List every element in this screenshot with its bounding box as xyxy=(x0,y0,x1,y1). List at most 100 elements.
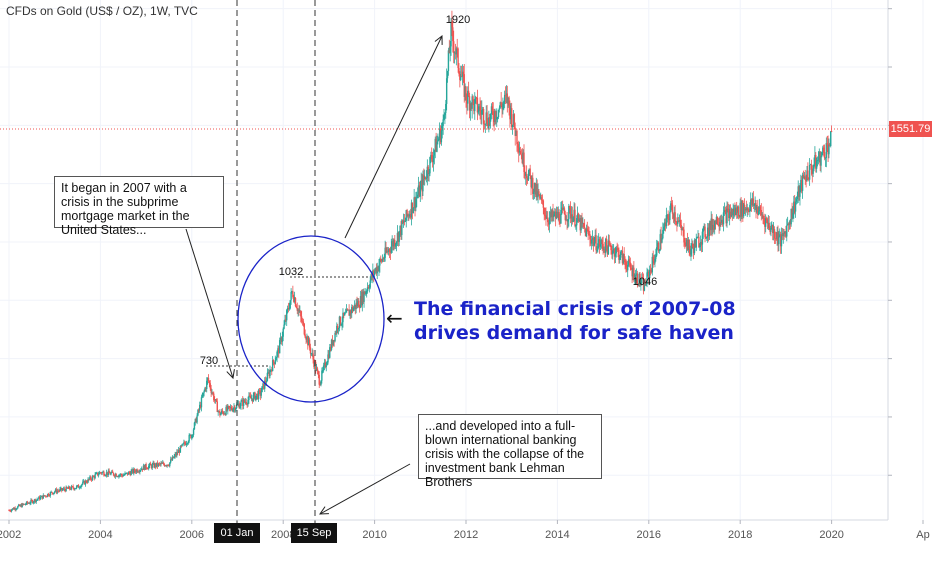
candle-body xyxy=(105,472,108,476)
candle-body xyxy=(515,130,517,136)
candle-body xyxy=(538,191,540,195)
candle-body xyxy=(179,445,182,453)
candle-body xyxy=(434,138,436,151)
candle-body xyxy=(352,307,355,312)
candle-body xyxy=(783,232,785,234)
candle-body xyxy=(684,242,686,245)
candle-body xyxy=(622,253,625,264)
candle-body xyxy=(168,465,170,467)
candle-body xyxy=(143,465,146,470)
candle-body xyxy=(487,123,489,129)
candle-body xyxy=(439,128,442,143)
candle-body xyxy=(577,213,580,222)
candle-body xyxy=(43,495,45,497)
candle-body xyxy=(306,336,308,340)
candle-body xyxy=(506,93,509,104)
candle-body xyxy=(545,215,547,219)
candle-body xyxy=(617,248,619,250)
candle-body xyxy=(322,365,325,371)
candle-body xyxy=(471,96,473,109)
candle-body xyxy=(605,238,608,247)
candle-body xyxy=(170,459,173,461)
candle-body xyxy=(52,493,54,494)
candle-body xyxy=(358,307,361,309)
candle-body xyxy=(428,173,430,175)
candle-body xyxy=(135,469,138,473)
candle-body xyxy=(748,210,750,212)
candle-body xyxy=(65,486,67,492)
candle-body xyxy=(595,235,597,251)
candle-body xyxy=(19,504,22,507)
candle-body xyxy=(635,273,638,275)
candle-body xyxy=(785,231,787,237)
candle-body xyxy=(762,214,764,219)
candle-body xyxy=(452,41,455,53)
candle-body xyxy=(634,274,637,280)
candle-body xyxy=(829,144,831,147)
candle-body xyxy=(631,269,633,277)
candle-body xyxy=(812,168,814,174)
left-arrow-icon: ← xyxy=(386,306,403,330)
candle-body xyxy=(625,262,627,268)
candle-body xyxy=(260,392,262,396)
candle-body xyxy=(268,372,270,376)
candle-body xyxy=(34,499,37,502)
candle-body xyxy=(363,291,365,302)
candle-body xyxy=(269,370,271,376)
candle-body xyxy=(476,97,479,113)
candle-body xyxy=(293,296,295,302)
candle-body xyxy=(157,463,160,467)
candle-body xyxy=(609,244,611,246)
candle-body xyxy=(97,474,100,476)
candle-body xyxy=(764,219,766,227)
candle-body xyxy=(574,209,576,226)
candle-body xyxy=(284,319,286,325)
candle-body xyxy=(54,489,57,492)
candle-body xyxy=(24,503,26,505)
candle-body xyxy=(220,410,223,414)
candle-body xyxy=(210,388,212,393)
candle-body xyxy=(808,164,811,180)
candle-body xyxy=(552,210,554,218)
candle-body xyxy=(624,260,626,263)
candle-body xyxy=(275,357,277,361)
candle-body xyxy=(493,119,495,123)
candle-body xyxy=(106,472,109,475)
candle-body xyxy=(780,234,783,247)
candle-body xyxy=(133,469,136,472)
note-lehman: ...and developed into a full-blown inter… xyxy=(418,414,602,489)
candle-body xyxy=(677,220,679,225)
candle-body xyxy=(330,339,333,350)
candle-body xyxy=(396,232,399,242)
candle-body xyxy=(344,312,347,314)
candle-body xyxy=(432,155,435,163)
candle-body xyxy=(72,486,74,489)
candle-body xyxy=(158,463,160,465)
candle-body xyxy=(409,214,412,218)
candle-body xyxy=(774,238,777,240)
candle-body xyxy=(592,237,595,246)
candle-body xyxy=(616,247,618,249)
candle-body xyxy=(321,370,323,381)
candle-body xyxy=(701,231,704,245)
candle-body xyxy=(679,219,682,225)
candle-body xyxy=(361,291,363,306)
candle-body xyxy=(85,480,88,483)
candle-body xyxy=(705,237,707,239)
candle-body xyxy=(51,491,53,494)
candle-body xyxy=(390,246,392,253)
candle-body xyxy=(648,272,650,278)
candle-body xyxy=(474,97,477,99)
candle-body xyxy=(719,222,721,227)
candle-body xyxy=(297,309,299,311)
candle-body xyxy=(728,211,731,219)
candle-body xyxy=(271,369,273,372)
candle-body xyxy=(612,250,614,255)
candle-body xyxy=(121,475,124,477)
candle-body xyxy=(90,476,92,480)
candle-body xyxy=(772,229,775,234)
candle-body xyxy=(385,247,387,253)
candle-body xyxy=(272,360,275,363)
candle-body xyxy=(33,499,36,502)
candle-body xyxy=(489,117,491,122)
